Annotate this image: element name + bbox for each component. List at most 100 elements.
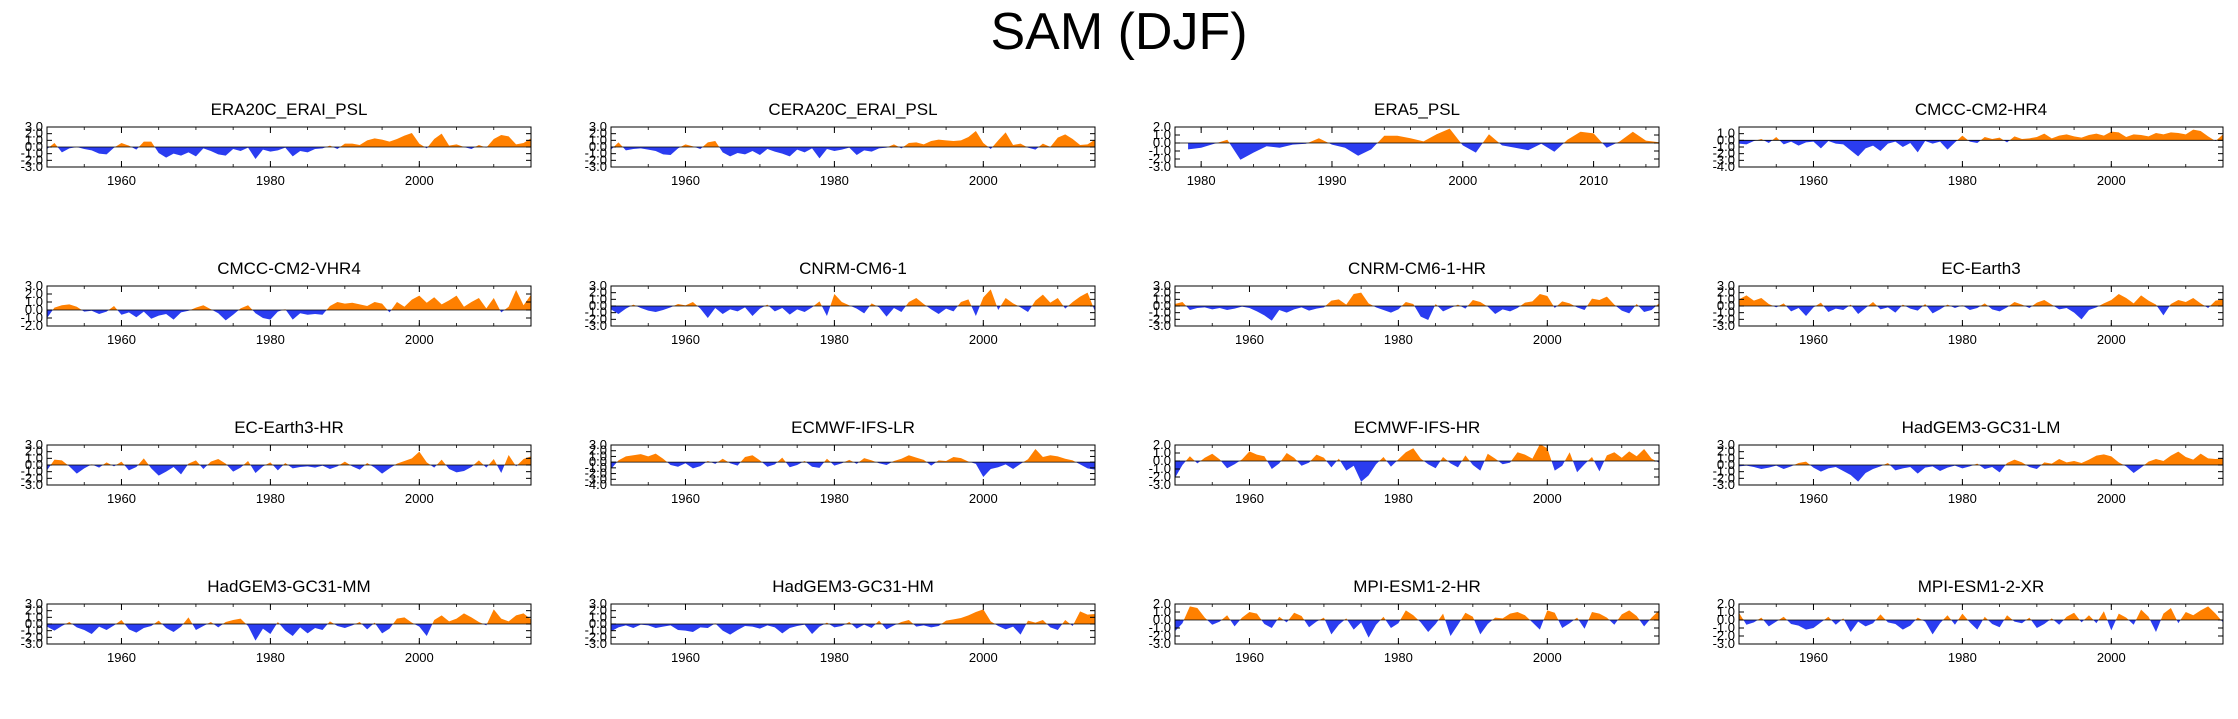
subplot-title: HadGEM3-GC31-LM: [1902, 418, 2061, 437]
x-tick-label: 2010: [1579, 173, 1608, 188]
x-tick-label: 1980: [1948, 650, 1977, 665]
positive-area: [1175, 292, 1659, 306]
subplot-ecmwf-ifs-lr: ECMWF-IFS-LR 3.02.01.00.0-1.0-2.0-3.0-4.0…: [585, 418, 1096, 506]
y-tick-label: 2.0: [25, 126, 43, 141]
y-tick-label: -1.0: [1149, 305, 1171, 320]
y-tick-label: 0.0: [25, 457, 43, 472]
y-tick-label: 3.0: [25, 596, 43, 611]
negative-area: [611, 462, 1095, 477]
subplot-ecmwf-ifs-hr: ECMWF-IFS-HR 2.01.00.0-1.0-2.0-3.0 1960 198…: [1149, 418, 1660, 506]
y-tick-label: -1.0: [585, 305, 607, 320]
subplot-cera20c-erai-psl: CERA20C_ERAI_PSL 3.02.01.00.0-1.0-2.0-3.0…: [585, 100, 1096, 188]
positive-area: [52, 290, 531, 310]
positive-area: [1739, 294, 2223, 306]
y-tick-label: 1.0: [1153, 445, 1171, 460]
y-tick-label: 3.0: [1717, 437, 1735, 452]
y-tick-label: 2.0: [589, 285, 607, 300]
y-tick-label: -3.0: [1713, 636, 1735, 651]
y-tick-label: 2.0: [25, 603, 43, 618]
x-tick-label: 1980: [256, 491, 285, 506]
subplot-title: HadGEM3-GC31-HM: [772, 577, 934, 596]
y-tick-label: -2.0: [1713, 146, 1735, 161]
y-tick-label: 1.0: [589, 132, 607, 147]
plot-frame: [46, 285, 532, 327]
positive-area: [1794, 451, 2223, 465]
x-tick-label: 2000: [1533, 332, 1562, 347]
x-tick-label: 1960: [1235, 650, 1264, 665]
y-tick-label: 0.0: [589, 298, 607, 313]
x-tick-label: 1960: [1799, 332, 1828, 347]
y-tick-label: -1.0: [21, 310, 43, 325]
subplot-title: MPI-ESM1-2-XR: [1918, 577, 2045, 596]
subplot-era20c-erai-psl: ERA20C_ERAI_PSL 3.02.01.00.0-1.0-2.0-3.0 1…: [21, 100, 532, 188]
y-tick-label: 1.0: [1717, 604, 1735, 619]
y-tick-label: 0.0: [589, 616, 607, 631]
negative-area: [47, 624, 487, 641]
y-tick-label: 2.0: [1717, 285, 1735, 300]
x-tick-label: 1980: [820, 650, 849, 665]
x-tick-label: 1980: [1384, 491, 1413, 506]
positive-area: [65, 609, 532, 624]
y-tick-label: 2.0: [589, 443, 607, 458]
positive-area: [1756, 129, 2223, 141]
y-tick-label: 0.0: [1717, 132, 1735, 147]
y-tick-label: -1.0: [1713, 139, 1735, 154]
positive-area: [613, 131, 1095, 147]
negative-area: [47, 147, 487, 159]
plot-frame: [1738, 126, 2224, 168]
y-tick-label: -3.0: [585, 471, 607, 486]
y-tick-label: 1.0: [589, 609, 607, 624]
x-tick-label: 2000: [1533, 491, 1562, 506]
subplot-title: ERA20C_ERAI_PSL: [211, 100, 368, 119]
x-tick-label: 2000: [2097, 650, 2126, 665]
subplot-title: EC-Earth3-HR: [234, 418, 344, 437]
subplot-mpi-esm1-2-hr: MPI-ESM1-2-HR 2.01.00.0-1.0-2.0-3.0 1960 19…: [1149, 577, 1660, 665]
y-tick-label: -2.0: [1149, 311, 1171, 326]
subplot-title: CMCC-CM2-HR4: [1915, 100, 2047, 119]
negative-area: [1186, 306, 1657, 321]
y-tick-label: -3.0: [585, 318, 607, 333]
y-tick-label: -1.0: [21, 623, 43, 638]
x-tick-label: 2000: [405, 173, 434, 188]
x-tick-label: 1980: [256, 332, 285, 347]
y-tick-label: -1.0: [585, 460, 607, 475]
y-tick-label: -3.0: [1713, 477, 1735, 492]
y-tick-label: -3.0: [1713, 318, 1735, 333]
subplot-hadgem3-gc31-lm: HadGEM3-GC31-LM 3.02.01.00.0-1.0-2.0-3.0 1…: [1713, 418, 2224, 506]
x-tick-label: 1980: [256, 173, 285, 188]
y-tick-label: 1.0: [1153, 127, 1171, 142]
y-tick-label: -2.0: [585, 466, 607, 481]
y-tick-label: -3.0: [21, 477, 43, 492]
y-tick-label: 0.0: [1153, 298, 1171, 313]
negative-area: [611, 147, 1039, 159]
negative-area: [1175, 461, 1659, 482]
subplot-title: MPI-ESM1-2-HR: [1353, 577, 1481, 596]
y-tick-label: 0.0: [25, 616, 43, 631]
y-tick-label: -2.0: [1149, 469, 1171, 484]
y-tick-label: -1.0: [1149, 620, 1171, 635]
subplot-hadgem3-gc31-mm: HadGEM3-GC31-MM 3.02.01.00.0-1.0-2.0-3.0 1…: [21, 577, 532, 665]
y-tick-label: 1.0: [1717, 291, 1735, 306]
subplot-cnrm-cm6-1-hr: CNRM-CM6-1-HR 3.02.01.00.0-1.0-2.0-3.0 196…: [1149, 259, 1660, 347]
x-tick-label: 1960: [107, 332, 136, 347]
negative-area: [47, 310, 505, 321]
x-tick-label: 1960: [1799, 650, 1828, 665]
subplot-cmcc-cm2-hr4: CMCC-CM2-HR4 1.00.0-1.0-2.0-3.0-4.0 1960 19…: [1713, 100, 2224, 188]
x-tick-label: 1980: [1948, 173, 1977, 188]
positive-area: [1739, 606, 2221, 620]
y-tick-label: 0.0: [1153, 453, 1171, 468]
y-tick-label: 1.0: [25, 609, 43, 624]
plot-frame: [610, 444, 1096, 486]
x-tick-label: 1960: [671, 491, 700, 506]
y-tick-label: 1.0: [25, 450, 43, 465]
y-tick-label: 2.0: [589, 126, 607, 141]
y-tick-label: -2.0: [585, 629, 607, 644]
y-tick-label: -3.0: [1149, 636, 1171, 651]
x-tick-label: 2000: [2097, 173, 2126, 188]
y-tick-label: -3.0: [1713, 152, 1735, 167]
y-tick-label: 0.0: [25, 139, 43, 154]
subplot-title: ECMWF-IFS-LR: [791, 418, 915, 437]
x-tick-label: 2000: [405, 491, 434, 506]
subplot-title: CMCC-CM2-VHR4: [217, 259, 361, 278]
